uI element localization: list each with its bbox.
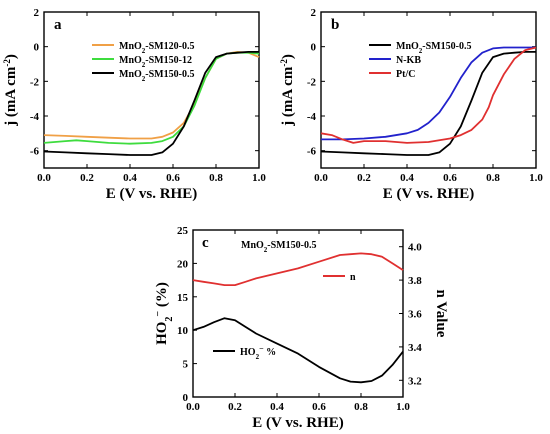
y-tick-label: -4 xyxy=(307,111,317,123)
y-tick-label: -4 xyxy=(30,111,40,123)
x-tick-label: 0.6 xyxy=(166,172,180,184)
panel-label: b xyxy=(331,17,339,33)
series-line xyxy=(320,46,537,144)
x-tick-label: 0.4 xyxy=(123,172,137,184)
y-tick-label: -6 xyxy=(30,146,40,158)
y-tick-label: 0 xyxy=(311,42,317,54)
x-tick-label: 0.0 xyxy=(186,401,200,413)
x-tick-label: 0.0 xyxy=(37,172,51,184)
x-tick-label: 1.0 xyxy=(396,401,410,413)
x-tick-label: 1.0 xyxy=(529,172,543,184)
y-tick-label: 0 xyxy=(34,42,40,54)
legend-entry: n xyxy=(350,272,356,283)
y-right-axis-label: n Value xyxy=(433,290,449,338)
plot-frame xyxy=(320,11,537,169)
x-axis-label: E (V vs. RHE) xyxy=(383,186,474,202)
y-left-axis-label: HO2− (%) xyxy=(153,282,175,345)
y-left-tick-label: 20 xyxy=(177,258,189,270)
y-right-tick-label: 3.6 xyxy=(408,309,422,321)
plot-frame xyxy=(43,11,260,169)
panel-label: a xyxy=(54,17,62,33)
x-tick-label: 0.2 xyxy=(80,172,94,184)
sample-annotation: MnO2-SM150-0.5 xyxy=(241,240,316,254)
y-right-tick-label: 3.2 xyxy=(408,375,422,387)
y-tick-label: 2 xyxy=(311,7,317,19)
x-tick-label: 0.8 xyxy=(354,401,368,413)
x-tick-label: 0.8 xyxy=(486,172,500,184)
series-line xyxy=(43,51,259,156)
x-axis-label: E (V vs. RHE) xyxy=(252,415,343,431)
legend-entry: Pt/C xyxy=(396,69,415,80)
panel-b: 0.0 0.2 0.4 0.6 0.8 1.0 -6 -4 -2 0 2 b E (V vs. RHE)… xyxy=(279,7,543,202)
y-axis-label: j (mA cm-2) xyxy=(279,54,296,127)
legend-entry: N-KB xyxy=(396,55,421,66)
panel-c: 0.0 0.2 0.4 0.6 0.8 1.0 0 5 10 15 20 25 3.2 3.4 3.6 3.8… xyxy=(153,225,450,431)
y-left-tick-label: 25 xyxy=(177,225,189,237)
y-left-tick-label: 5 xyxy=(183,359,189,371)
legend-entry: MnO2-SM120-0.5 xyxy=(119,41,194,55)
series-line xyxy=(192,317,404,384)
x-tick-label: 0.4 xyxy=(270,401,284,413)
y-tick-label: -6 xyxy=(307,146,317,158)
x-tick-label: 0.2 xyxy=(228,401,242,413)
x-tick-label: 0.6 xyxy=(443,172,457,184)
panel-label: c xyxy=(202,235,209,251)
y-right-tick-label: 3.4 xyxy=(408,342,422,354)
x-axis-label: E (V vs. RHE) xyxy=(106,186,197,202)
series-line xyxy=(43,51,260,145)
x-tick-label: 0.6 xyxy=(312,401,326,413)
panel-a: 0.0 0.2 0.4 0.6 0.8 1.0 -6 -4 -2 0 2 a E (V vs. RHE)… xyxy=(2,7,266,202)
series-line xyxy=(320,51,536,156)
series-line xyxy=(321,46,536,141)
legend-entry: HO2− % xyxy=(240,344,276,362)
x-tick-label: 0.4 xyxy=(400,172,414,184)
x-tick-label: 1.0 xyxy=(252,172,266,184)
y-tick-label: 2 xyxy=(34,7,40,19)
x-tick-label: 0.8 xyxy=(209,172,223,184)
series-line xyxy=(192,252,404,287)
y-tick-label: -2 xyxy=(30,76,40,88)
x-tick-label: 0.2 xyxy=(357,172,371,184)
y-left-tick-label: 0 xyxy=(183,392,189,404)
y-left-tick-label: 10 xyxy=(177,325,189,337)
y-tick-label: -2 xyxy=(307,76,317,88)
y-right-tick-label: 3.8 xyxy=(408,275,422,287)
y-axis-label: j (mA cm-2) xyxy=(2,54,19,127)
y-left-tick-label: 15 xyxy=(177,292,189,304)
y-right-tick-label: 4.0 xyxy=(408,242,422,254)
x-tick-label: 0.0 xyxy=(314,172,328,184)
legend-entry: MnO2-SM150-0.5 xyxy=(119,69,194,83)
legend-entry: MnO2-SM150-0.5 xyxy=(396,41,471,55)
legend-entry: MnO2-SM150-12 xyxy=(119,55,192,69)
